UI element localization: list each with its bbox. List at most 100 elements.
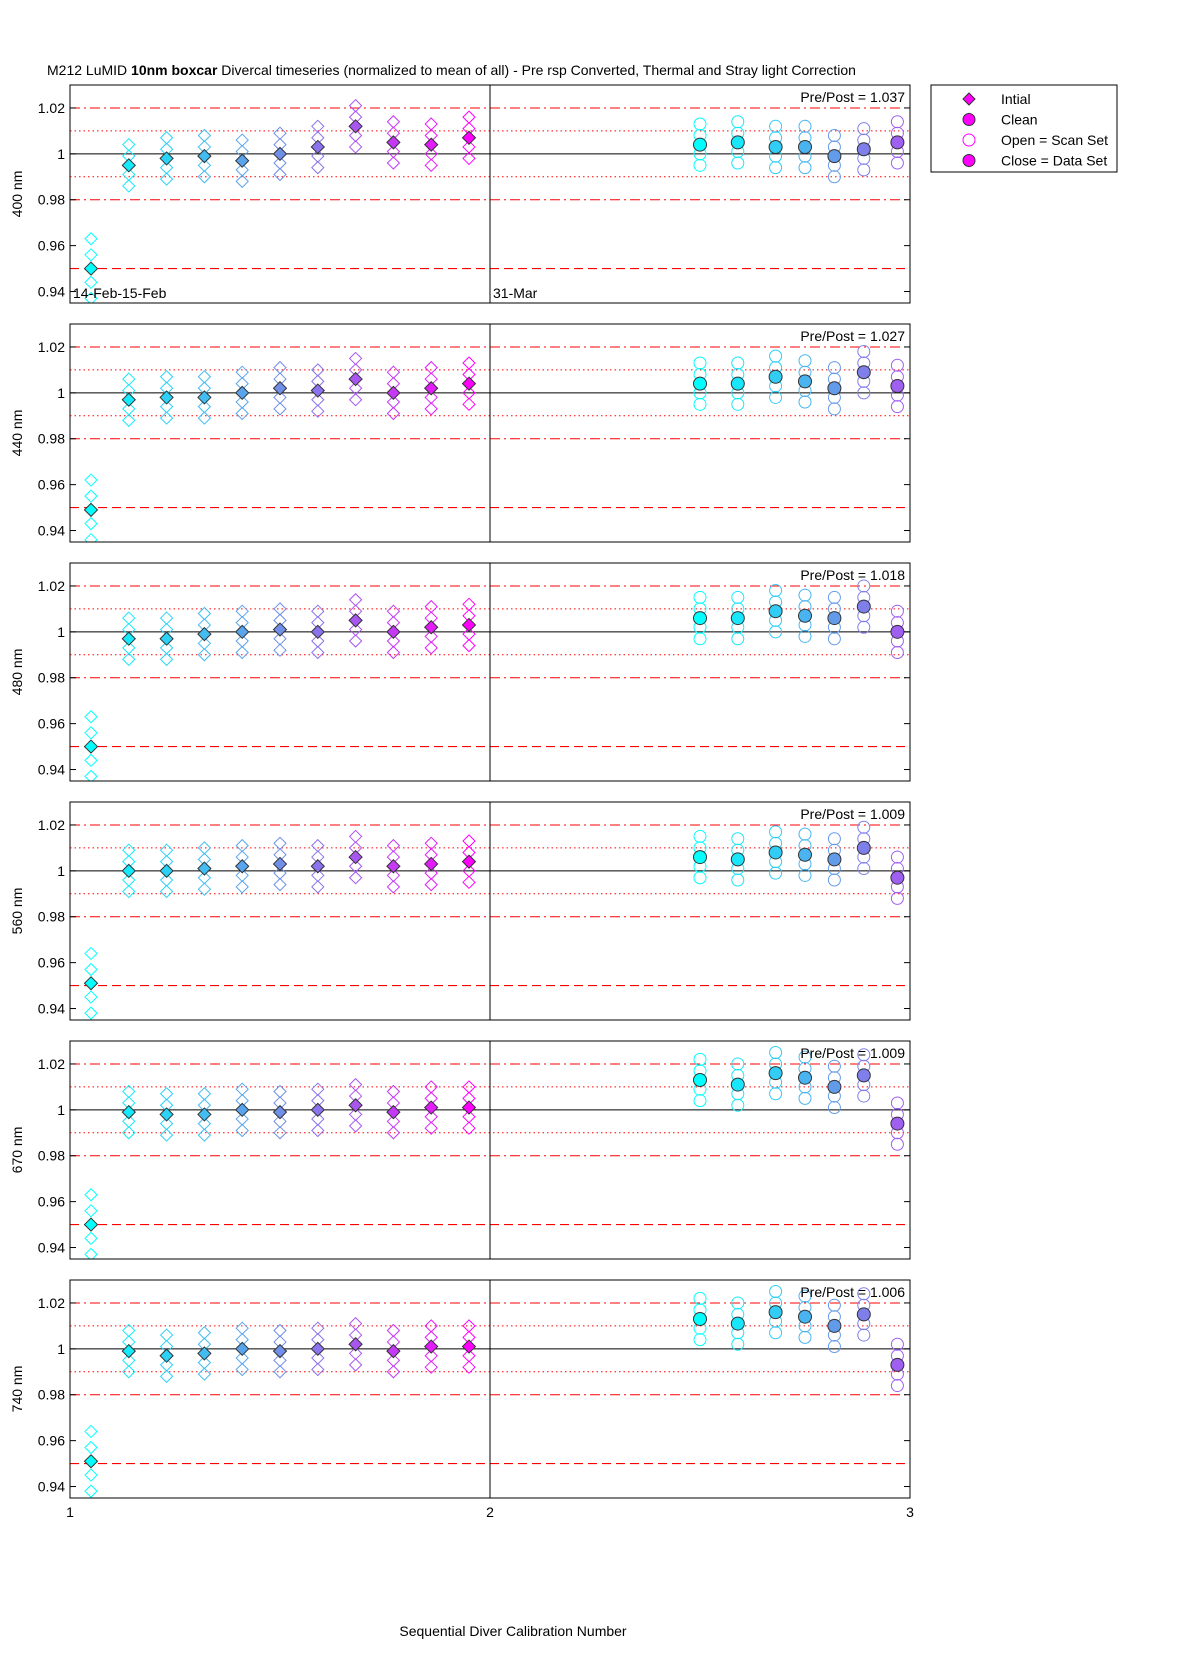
clean-scan-marker [798, 868, 812, 882]
clean-marker [693, 1312, 707, 1327]
initial-scan-marker [348, 381, 363, 395]
initial-scan-marker [159, 1116, 174, 1131]
initial-scan-marker [386, 604, 401, 618]
initial-scan-marker [273, 360, 287, 375]
initial-scan-marker [159, 1128, 174, 1142]
initial-scan-marker [462, 1360, 476, 1374]
legend-marker-circle [962, 113, 976, 126]
y-axis-label: 560 nm [9, 888, 25, 935]
clean-marker [768, 1066, 783, 1081]
initial-marker [423, 1339, 439, 1354]
initial-marker [423, 137, 439, 152]
initial-marker [348, 613, 363, 628]
initial-scan-marker [84, 1484, 98, 1498]
initial-scan-marker [122, 402, 136, 416]
clean-scan-marker [988, 640, 1000, 652]
clean-scan-marker [693, 397, 707, 411]
initial-scan-marker [122, 843, 136, 857]
clean-scan-marker [988, 895, 1000, 907]
initial-scan-marker [386, 1353, 401, 1368]
panel-plot-area [70, 1041, 1001, 1259]
y-tick-label: 0.94 [38, 1479, 65, 1495]
initial-scan-marker [386, 1084, 401, 1099]
initial-marker [272, 146, 288, 162]
y-axis-label: 740 nm [9, 1366, 25, 1413]
initial-scan-marker [84, 489, 98, 503]
ratio-label: Pre/Post = 1.018 [800, 567, 905, 583]
clean-scan-marker [959, 378, 971, 390]
clean-scan-marker [769, 1326, 783, 1340]
clean-scan-marker [827, 832, 841, 846]
ratio-label: Pre/Post = 1.006 [800, 1284, 905, 1300]
initial-scan-marker [197, 871, 212, 885]
initial-scan-marker [159, 131, 174, 145]
clean-scan-marker [988, 1380, 1000, 1392]
initial-scan-marker [122, 1126, 136, 1140]
initial-scan-marker [348, 393, 363, 407]
initial-scan-marker [348, 622, 363, 637]
initial-scan-marker [235, 634, 249, 648]
initial-scan-marker [273, 877, 287, 892]
initial-scan-marker [462, 1319, 476, 1333]
initial-marker [461, 854, 477, 869]
y-tick-label: 0.94 [38, 284, 65, 300]
initial-marker [461, 376, 477, 391]
initial-marker [310, 1341, 326, 1357]
initial-marker [234, 153, 250, 168]
initial-scan-marker [311, 838, 325, 853]
y-tick-label: 0.96 [38, 238, 65, 254]
clean-scan-marker [929, 382, 941, 394]
initial-marker [310, 139, 326, 155]
clean-scan-marker [731, 1098, 745, 1112]
initial-scan-marker [311, 363, 325, 377]
initial-marker [159, 151, 174, 166]
initial-scan-marker [462, 140, 476, 154]
clean-scan-marker [959, 867, 971, 879]
clean-marker [988, 1119, 1001, 1132]
initial-scan-marker [159, 1358, 174, 1372]
clean-scan-marker [827, 361, 841, 375]
y-tick-label: 0.96 [38, 477, 65, 493]
clean-scan-marker [959, 897, 971, 909]
initial-scan-marker [386, 1114, 401, 1129]
initial-scan-marker [84, 516, 98, 531]
initial-scan-marker [84, 1468, 98, 1482]
clean-scan-marker [693, 1094, 707, 1108]
initial-scan-marker [235, 395, 249, 409]
clean-scan-marker [959, 1104, 971, 1116]
initial-scan-marker [424, 402, 438, 416]
clean-scan-marker [798, 1289, 812, 1303]
initial-scan-marker [273, 632, 287, 646]
initial-marker [83, 976, 99, 991]
y-tick-label: 0.98 [38, 909, 65, 925]
clean-marker [798, 847, 812, 862]
initial-marker [83, 1454, 99, 1469]
initial-scan-marker [462, 875, 476, 890]
initial-scan-marker [311, 393, 325, 407]
panel-560-nm: 0.94 0.96 0.98 1 1.02 560 nm Pre/Post = 1.009 [9, 801, 1000, 1021]
clean-scan-marker [731, 397, 745, 411]
clean-scan-marker [827, 1298, 841, 1312]
initial-marker [197, 626, 212, 642]
clean-scan-marker [857, 579, 871, 593]
initial-marker [159, 1348, 174, 1363]
clean-scan-marker [693, 1291, 707, 1305]
clean-scan-marker [731, 590, 745, 604]
initial-scan-marker [348, 1077, 363, 1092]
initial-scan-marker [424, 1110, 438, 1124]
initial-scan-marker [84, 532, 98, 542]
clean-marker [798, 608, 812, 623]
clean-scan-marker [827, 170, 841, 184]
initial-scan-marker [348, 1358, 363, 1372]
initial-scan-marker [197, 170, 212, 184]
date-label: 14-Feb-15-Feb [73, 285, 167, 301]
y-tick-label: 0.98 [38, 1387, 65, 1403]
y-tick-label: 1 [57, 1102, 65, 1118]
clean-marker [730, 1316, 745, 1331]
y-tick-label: 1 [57, 624, 65, 640]
clean-marker [929, 1356, 942, 1369]
clean-scan-marker [857, 1089, 871, 1103]
clean-scan-marker [959, 1354, 971, 1366]
initial-scan-marker [235, 880, 249, 894]
